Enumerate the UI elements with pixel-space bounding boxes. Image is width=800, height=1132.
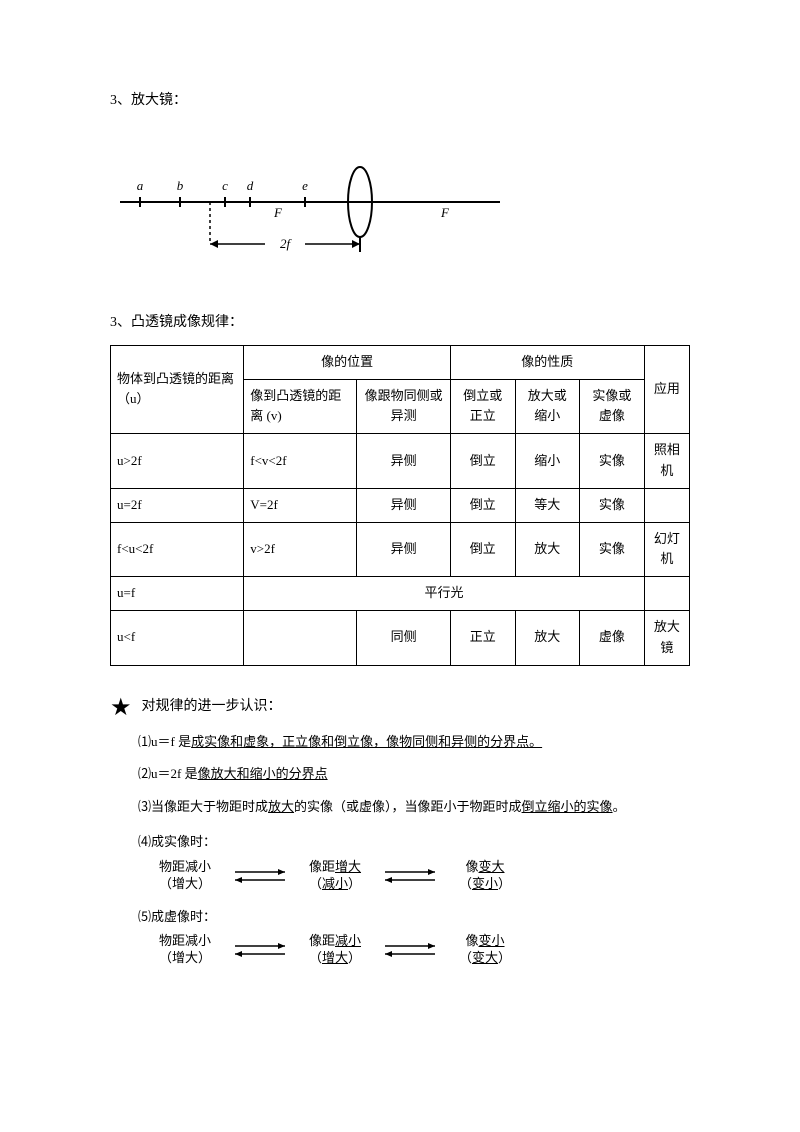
cell-orient: 正立 [450, 610, 515, 665]
sub-header-type: 实像或虚像 [580, 379, 645, 434]
cell-size: 放大 [515, 610, 580, 665]
cell-u: u>2f [111, 434, 244, 489]
cell-app: 照相机 [644, 434, 689, 489]
text-img-size: 像变小 [465, 933, 504, 950]
cell-app: 放大镜 [644, 610, 689, 665]
cell-app: 幻灯机 [644, 522, 689, 577]
col-header-application: 应用 [644, 345, 689, 433]
text-img-size-alt: （变小） [459, 876, 511, 893]
star-icon: ★ [110, 696, 132, 720]
text-obj-dist-alt: （增大） [159, 876, 211, 893]
table-row: u>2f f<v<2f 异侧 倒立 缩小 实像 照相机 [111, 434, 690, 489]
col-header-nature: 像的性质 [450, 345, 644, 379]
sub-header-v: 像到凸透镜的距离 (v) [244, 379, 357, 434]
svg-text:a: a [137, 178, 144, 193]
cell-u: u<f [111, 610, 244, 665]
text-img-dist: 像距增大 [309, 859, 361, 876]
section-title-rules: 3、凸透镜成像规律： [110, 312, 690, 334]
svg-text:c: c [222, 178, 228, 193]
cell-v: f<v<2f [244, 434, 357, 489]
text-img-dist: 像距减小 [309, 933, 361, 950]
cell-type: 实像 [580, 488, 645, 522]
lens-diagram: a b c d e F F 2f [110, 162, 690, 272]
text-img-dist-alt: （增大） [309, 950, 361, 967]
note-3: ⑶当像距大于物距时成放大的实像（或虚像），当像距小于物距时成倒立缩小的实像。 [138, 797, 690, 818]
lens-diagram-svg: a b c d e F F 2f [110, 162, 510, 272]
text-obj-dist: 物距减小 [159, 933, 211, 950]
note-1: ⑴u＝f 是成实像和虚象，正立像和倒立像，像物同侧和异侧的分界点。 [138, 732, 690, 753]
sub-header-size: 放大或缩小 [515, 379, 580, 434]
table-row: u<f 同侧 正立 放大 虚像 放大镜 [111, 610, 690, 665]
table-row: f<u<2f v>2f 异侧 倒立 放大 实像 幻灯机 [111, 522, 690, 577]
text-img-size: 像变大 [465, 859, 504, 876]
svg-text:b: b [177, 178, 184, 193]
cell-parallel: 平行光 [244, 577, 644, 611]
star-title-text: 对规律的进一步认识： [142, 696, 282, 718]
double-arrow-icon [230, 866, 290, 886]
note-5-arrows: 物距减小 （增大） 像距减小 （增大） 像变小 （变大） [150, 933, 690, 967]
cell-app [644, 488, 689, 522]
cell-v: V=2f [244, 488, 357, 522]
note-2: ⑵u＝2f 是像放大和缩小的分界点 [138, 764, 690, 785]
note-4-arrows: 物距减小 （增大） 像距增大 （减小） 像变大 （变小） [150, 859, 690, 893]
cell-v [244, 610, 357, 665]
cell-size: 等大 [515, 488, 580, 522]
cell-side: 异侧 [357, 522, 451, 577]
section-title-magnifier: 3、放大镜： [110, 90, 690, 112]
cell-size: 缩小 [515, 434, 580, 489]
note-4-label: ⑷成实像时： [138, 832, 690, 853]
text-img-size-alt: （变大） [459, 950, 511, 967]
star-note-title: ★ 对规律的进一步认识： [110, 696, 690, 720]
text-obj-dist-alt: （增大） [159, 950, 211, 967]
svg-text:2f: 2f [280, 236, 293, 251]
cell-side: 异侧 [357, 488, 451, 522]
cell-app [644, 577, 689, 611]
double-arrow-icon [380, 940, 440, 960]
cell-orient: 倒立 [450, 488, 515, 522]
cell-v: v>2f [244, 522, 357, 577]
cell-side: 同侧 [357, 610, 451, 665]
cell-side: 异侧 [357, 434, 451, 489]
sub-header-side: 像跟物同侧或异测 [357, 379, 451, 434]
cell-size: 放大 [515, 522, 580, 577]
text-img-dist-alt: （减小） [309, 876, 361, 893]
col-header-u: 物体到凸透镜的距离（u） [111, 345, 244, 433]
svg-text:e: e [302, 178, 308, 193]
cell-orient: 倒立 [450, 434, 515, 489]
svg-text:F: F [273, 205, 283, 220]
table-row: u=f 平行光 [111, 577, 690, 611]
table-row: u=2f V=2f 异侧 倒立 等大 实像 [111, 488, 690, 522]
col-header-position: 像的位置 [244, 345, 451, 379]
svg-text:F: F [440, 205, 450, 220]
double-arrow-icon [380, 866, 440, 886]
cell-u: u=2f [111, 488, 244, 522]
lens-imaging-table: 物体到凸透镜的距离（u） 像的位置 像的性质 应用 像到凸透镜的距离 (v) 像… [110, 345, 690, 666]
cell-orient: 倒立 [450, 522, 515, 577]
cell-u: u=f [111, 577, 244, 611]
note-5-label: ⑸成虚像时： [138, 907, 690, 928]
cell-type: 实像 [580, 434, 645, 489]
sub-header-orient: 倒立或正立 [450, 379, 515, 434]
text-obj-dist: 物距减小 [159, 859, 211, 876]
svg-text:d: d [247, 178, 254, 193]
cell-type: 虚像 [580, 610, 645, 665]
double-arrow-icon [230, 940, 290, 960]
cell-u: f<u<2f [111, 522, 244, 577]
cell-type: 实像 [580, 522, 645, 577]
